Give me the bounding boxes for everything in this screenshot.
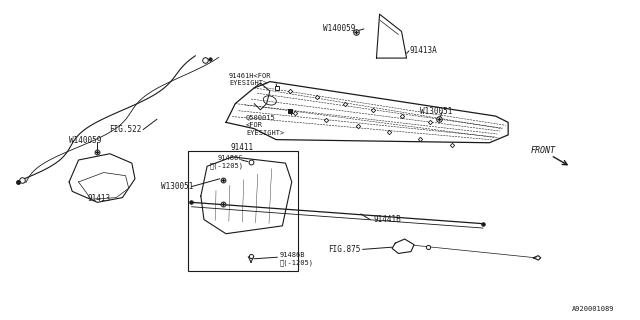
Text: W140059: W140059: [323, 24, 355, 33]
Text: 91486B
※(-1205): 91486B ※(-1205): [279, 252, 313, 266]
Text: Q500015
<FOR
EYESIGHT>: Q500015 <FOR EYESIGHT>: [246, 115, 284, 136]
Text: W140059: W140059: [69, 136, 102, 145]
Bar: [188, 151, 298, 271]
Text: 91413A: 91413A: [410, 46, 437, 55]
Text: W130051: W130051: [161, 182, 193, 191]
Text: FRONT: FRONT: [530, 146, 555, 155]
Text: 91441B: 91441B: [373, 215, 401, 224]
Text: FIG.522: FIG.522: [109, 125, 141, 134]
Text: 91461H<FOR
EYESIGHT>: 91461H<FOR EYESIGHT>: [229, 73, 271, 86]
Text: FIG.875: FIG.875: [328, 245, 361, 254]
Text: 91486C
※(-1205): 91486C ※(-1205): [209, 155, 243, 169]
Text: 91411: 91411: [230, 143, 253, 152]
Text: A920001089: A920001089: [572, 306, 615, 312]
Text: 91413: 91413: [88, 194, 111, 203]
Text: W130051: W130051: [420, 107, 452, 116]
